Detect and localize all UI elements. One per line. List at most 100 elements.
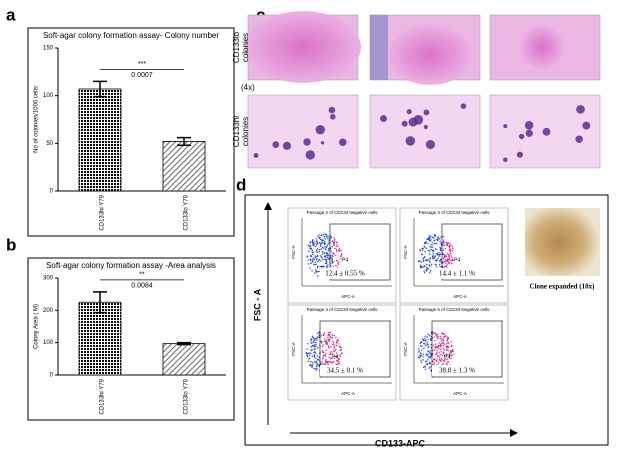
event [317, 275, 319, 277]
event [315, 365, 318, 368]
event [434, 353, 437, 356]
event [443, 256, 446, 259]
event [439, 346, 442, 348]
event [306, 256, 308, 258]
event [425, 353, 427, 356]
event [322, 242, 324, 245]
event [327, 250, 330, 252]
event [447, 243, 449, 245]
event [436, 353, 438, 355]
event [329, 352, 332, 355]
event [420, 261, 423, 263]
event [315, 360, 318, 363]
event [318, 251, 321, 253]
event [422, 266, 424, 268]
event [313, 258, 316, 260]
event [329, 353, 331, 356]
event [317, 346, 319, 349]
flow-plot: Passage 4 of CD133 Negative cells FSC-A AP… [287, 304, 397, 401]
event [444, 343, 446, 346]
event [427, 350, 429, 352]
event [322, 363, 324, 366]
event [424, 272, 426, 274]
event [432, 237, 435, 239]
event [325, 339, 328, 342]
event [419, 259, 421, 262]
colony [380, 115, 387, 123]
colony [303, 138, 311, 146]
event [320, 335, 323, 337]
event [330, 250, 332, 252]
event [334, 254, 337, 257]
event [444, 358, 446, 361]
event [330, 345, 332, 348]
event [307, 259, 309, 261]
event [310, 364, 312, 367]
event [317, 235, 319, 238]
colony [525, 129, 533, 137]
event [319, 266, 321, 268]
event [436, 355, 439, 358]
event [335, 249, 338, 251]
event [424, 340, 427, 342]
event [427, 268, 430, 270]
event [430, 269, 432, 272]
event [430, 263, 433, 266]
event [328, 239, 330, 242]
flow-plot: Passage 5 of CD133 Negative cells FSC-A AP… [399, 304, 509, 401]
event [436, 349, 438, 351]
colony [388, 25, 472, 85]
big-y-label: FSC - A [252, 288, 262, 321]
event [434, 339, 436, 342]
event [331, 262, 333, 265]
event [446, 258, 449, 260]
event [428, 250, 431, 252]
event [316, 355, 318, 357]
event [428, 361, 431, 363]
event [429, 357, 432, 359]
event [424, 242, 427, 245]
event [329, 331, 332, 334]
event [333, 335, 335, 337]
event [427, 249, 430, 252]
event [428, 353, 430, 355]
event [442, 257, 445, 260]
event [310, 338, 312, 340]
event [429, 350, 432, 352]
event [336, 250, 338, 253]
event [310, 349, 312, 352]
event [311, 261, 314, 263]
event [310, 352, 312, 355]
event [331, 259, 333, 261]
event [336, 355, 338, 358]
error-bar [177, 136, 191, 146]
event [315, 345, 317, 348]
event [311, 345, 313, 347]
gate [431, 320, 503, 378]
event [337, 264, 339, 266]
event [423, 259, 425, 261]
event [430, 239, 432, 241]
event [449, 261, 452, 264]
event [331, 258, 334, 260]
event [429, 253, 431, 255]
event [333, 237, 335, 239]
event [332, 361, 334, 364]
p-value: 0.0084 [131, 283, 153, 290]
row-label: CD133locolonies [232, 31, 250, 63]
event [314, 245, 316, 248]
event [441, 359, 444, 361]
event [434, 259, 437, 262]
event [428, 345, 430, 347]
event [433, 255, 435, 257]
event [442, 363, 444, 365]
event [452, 259, 454, 261]
event [444, 335, 447, 337]
event [318, 364, 320, 367]
event [449, 248, 451, 251]
event [313, 272, 316, 274]
event [324, 361, 327, 363]
event [436, 337, 439, 340]
event [427, 243, 429, 245]
event [424, 344, 427, 347]
